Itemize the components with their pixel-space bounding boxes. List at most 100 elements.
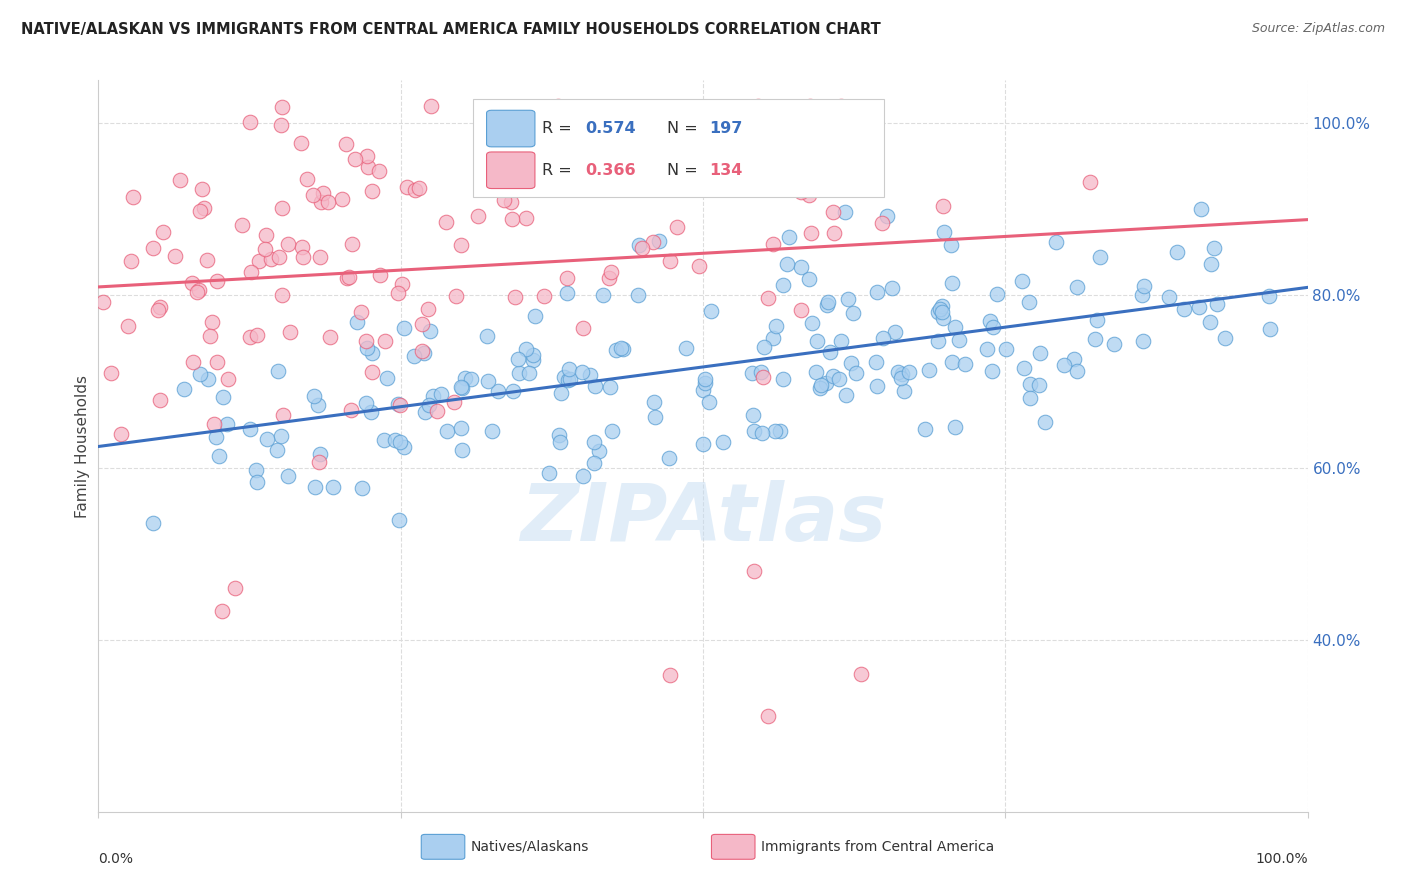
Point xyxy=(884,326,907,340)
Point xyxy=(271,287,294,301)
Point xyxy=(839,356,862,370)
Point xyxy=(948,333,970,347)
Point xyxy=(849,666,872,681)
Point xyxy=(695,376,717,390)
Point xyxy=(207,450,229,464)
Point xyxy=(271,201,294,215)
Point xyxy=(810,377,832,392)
Point xyxy=(647,234,669,248)
Point xyxy=(742,564,765,578)
Point xyxy=(651,173,673,187)
Point xyxy=(392,320,415,334)
Text: NATIVE/ALASKAN VS IMMIGRANTS FROM CENTRAL AMERICA FAMILY HOUSEHOLDS CORRELATION : NATIVE/ALASKAN VS IMMIGRANTS FROM CENTRA… xyxy=(21,22,880,37)
Point xyxy=(508,177,530,191)
Point xyxy=(609,341,631,355)
Point xyxy=(515,343,537,357)
Point xyxy=(292,250,315,264)
Point xyxy=(501,212,523,227)
Point xyxy=(697,394,720,409)
Point xyxy=(772,278,794,293)
Point xyxy=(207,355,229,369)
Point xyxy=(215,417,238,431)
Point xyxy=(388,398,411,412)
Point xyxy=(467,209,489,223)
Point xyxy=(460,372,482,386)
Point xyxy=(778,230,800,244)
Point xyxy=(866,378,889,392)
Point xyxy=(501,195,523,210)
Point xyxy=(277,237,299,252)
Point xyxy=(1132,278,1154,293)
Point xyxy=(202,417,225,431)
Point xyxy=(165,249,187,263)
Point xyxy=(312,186,335,200)
Point xyxy=(375,371,398,385)
Point xyxy=(506,351,529,366)
Point xyxy=(266,442,288,457)
Point xyxy=(181,355,204,369)
Point xyxy=(249,253,271,268)
Point xyxy=(309,447,332,461)
Point xyxy=(612,342,634,356)
Point xyxy=(627,238,650,252)
Point xyxy=(845,367,868,381)
Point xyxy=(887,365,910,379)
Point xyxy=(943,320,966,334)
Point xyxy=(941,354,963,368)
Point xyxy=(700,303,723,318)
Point xyxy=(1018,295,1040,310)
Point xyxy=(239,422,262,436)
Point xyxy=(537,466,560,480)
Point xyxy=(422,389,444,403)
Point xyxy=(658,253,681,268)
Point xyxy=(271,408,294,422)
Point xyxy=(810,381,832,395)
Point xyxy=(488,384,510,398)
Text: 197: 197 xyxy=(709,121,742,136)
Point xyxy=(605,343,627,358)
Point xyxy=(304,389,326,403)
Point xyxy=(1084,332,1107,346)
Point xyxy=(1018,377,1040,392)
Point xyxy=(979,314,1001,328)
Point xyxy=(644,410,666,425)
Point xyxy=(762,237,785,252)
FancyBboxPatch shape xyxy=(486,111,534,147)
Point xyxy=(330,192,353,206)
Point xyxy=(169,173,191,187)
Point xyxy=(239,330,262,344)
Point xyxy=(444,288,467,302)
Point xyxy=(204,430,226,444)
Point xyxy=(927,334,949,348)
Point xyxy=(835,388,858,402)
Point xyxy=(413,405,436,419)
Point xyxy=(643,395,665,409)
Point xyxy=(270,119,292,133)
Point xyxy=(1130,288,1153,302)
Point xyxy=(412,346,434,360)
Point xyxy=(547,427,569,442)
Point xyxy=(665,220,688,235)
Point xyxy=(627,288,650,302)
Point xyxy=(451,443,474,458)
Point xyxy=(388,435,411,450)
Point xyxy=(142,241,165,255)
Point xyxy=(939,237,962,252)
Point xyxy=(1188,300,1211,314)
Point xyxy=(322,479,344,493)
Point xyxy=(931,299,953,313)
Point xyxy=(239,114,262,128)
Point xyxy=(866,285,889,299)
Text: 0.0%: 0.0% xyxy=(98,852,134,866)
Point xyxy=(198,328,221,343)
Point xyxy=(756,110,779,124)
Point xyxy=(1199,315,1222,329)
Point xyxy=(1166,244,1188,259)
Point xyxy=(842,306,865,320)
Point xyxy=(582,434,605,449)
Point xyxy=(675,341,697,355)
Point xyxy=(304,480,326,494)
Point xyxy=(741,367,763,381)
Point xyxy=(149,392,172,407)
Point xyxy=(953,357,976,371)
